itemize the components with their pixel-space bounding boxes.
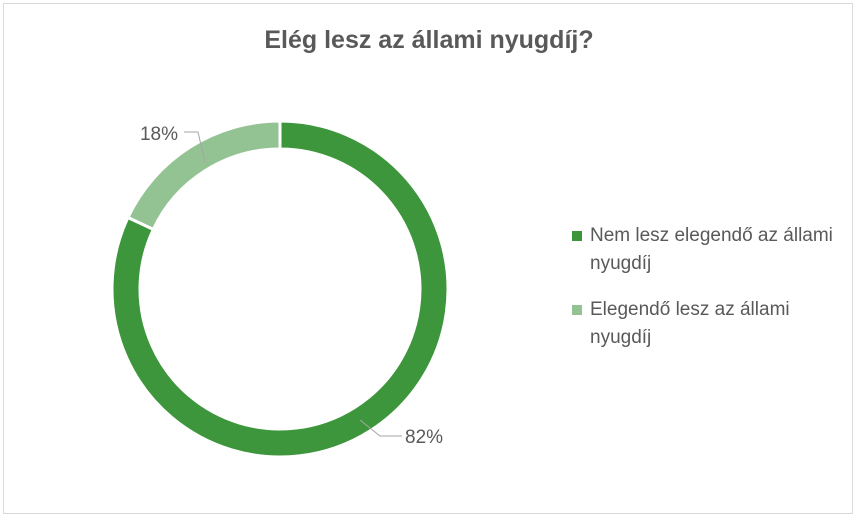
donut-slice-1 — [125, 119, 282, 232]
data-label-0: 82% — [405, 427, 443, 448]
leader-line-1 — [184, 131, 206, 163]
leader-line-0 — [359, 419, 402, 437]
legend-item-0: Nem lesz elegendő az állami nyugdíj — [572, 222, 842, 278]
data-label-1: 18% — [140, 124, 178, 145]
legend-label-1: Elegendő lesz az állami nyugdíj — [590, 299, 790, 348]
legend-label-0: Nem lesz elegendő az állami nyugdíj — [590, 225, 833, 274]
legend-item-1: Elegendő lesz az állami nyugdíj — [572, 296, 842, 352]
legend: Nem lesz elegendő az állami nyugdíj Eleg… — [572, 222, 842, 370]
legend-swatch-1 — [572, 305, 582, 315]
legend-swatch-0 — [572, 231, 582, 241]
chart-title: Elég lesz az állami nyugdíj? — [264, 26, 594, 54]
donut-slice-0 — [110, 119, 450, 459]
